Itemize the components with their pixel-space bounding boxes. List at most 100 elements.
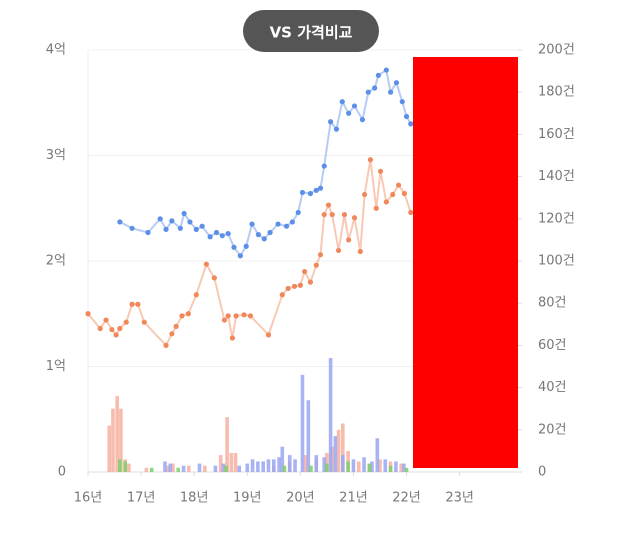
bars xyxy=(107,358,409,472)
x-tick-label: 22년 xyxy=(392,491,421,506)
point xyxy=(145,229,151,236)
bar xyxy=(250,459,255,472)
point xyxy=(247,313,254,319)
y-tick-label: 2억 xyxy=(46,254,66,269)
point xyxy=(237,253,243,259)
point xyxy=(408,121,414,127)
bar xyxy=(107,425,112,472)
bar xyxy=(187,465,191,472)
point xyxy=(173,323,179,330)
point xyxy=(179,313,185,319)
bar xyxy=(111,408,115,472)
bar xyxy=(115,396,119,472)
y2-tick-label: 120건 xyxy=(538,211,575,226)
point xyxy=(113,332,119,338)
point xyxy=(177,225,183,231)
y2-tick-label: 140건 xyxy=(538,169,575,184)
point xyxy=(135,301,141,307)
point xyxy=(351,103,358,109)
bar xyxy=(197,463,202,472)
point xyxy=(403,113,410,120)
bar xyxy=(261,461,265,472)
y2-tick-label: 0 xyxy=(538,465,546,480)
point xyxy=(185,311,191,317)
bar xyxy=(165,465,170,472)
point xyxy=(157,216,163,222)
y-tick-label: 0 xyxy=(58,465,66,480)
bar xyxy=(163,461,167,472)
y2-tick-label: 200건 xyxy=(538,43,575,58)
bar xyxy=(221,463,226,472)
bar xyxy=(233,453,238,472)
bar xyxy=(123,461,127,472)
point xyxy=(289,219,295,225)
point xyxy=(117,219,123,225)
point xyxy=(163,342,169,348)
point xyxy=(279,292,285,298)
bar xyxy=(388,465,393,472)
point xyxy=(255,232,262,238)
lines xyxy=(85,67,414,348)
point xyxy=(393,80,400,86)
x-tick-label: 21년 xyxy=(339,491,368,506)
point xyxy=(117,325,123,332)
bar xyxy=(351,459,356,472)
point xyxy=(265,332,272,338)
point xyxy=(225,230,231,237)
point xyxy=(85,311,91,317)
point xyxy=(299,189,306,196)
point xyxy=(387,89,394,95)
point xyxy=(193,292,199,298)
bar xyxy=(394,461,398,472)
point xyxy=(313,187,319,193)
bar xyxy=(367,463,372,472)
bar xyxy=(306,400,311,472)
point xyxy=(275,221,281,227)
line xyxy=(119,68,412,258)
bar xyxy=(402,463,406,472)
bar xyxy=(356,461,361,472)
x-tick-label: 18년 xyxy=(180,491,209,506)
point xyxy=(333,126,340,132)
point xyxy=(395,182,402,188)
bar xyxy=(144,467,149,472)
bar xyxy=(282,465,287,472)
point xyxy=(365,89,371,95)
point xyxy=(193,226,199,232)
point xyxy=(297,282,303,288)
bar xyxy=(328,358,333,472)
point xyxy=(335,247,342,254)
point xyxy=(346,110,352,116)
bar xyxy=(171,463,175,472)
redaction-block xyxy=(413,57,518,468)
point xyxy=(249,221,255,227)
bar xyxy=(362,457,366,472)
point xyxy=(203,261,209,267)
point xyxy=(307,190,314,197)
bar xyxy=(309,465,313,472)
bar xyxy=(127,463,131,472)
bar xyxy=(225,417,229,472)
point xyxy=(169,218,175,224)
point xyxy=(225,313,231,319)
bar xyxy=(300,374,305,472)
point xyxy=(221,317,228,323)
y2-tick-label: 180건 xyxy=(538,85,575,100)
point xyxy=(231,244,237,250)
bar xyxy=(218,455,223,472)
title-pill xyxy=(243,10,379,52)
point xyxy=(351,215,358,221)
point xyxy=(109,326,115,333)
bar xyxy=(202,465,207,472)
point xyxy=(325,202,332,208)
bar xyxy=(370,461,374,472)
bar xyxy=(176,467,181,472)
point xyxy=(207,234,213,240)
point xyxy=(307,279,314,285)
point xyxy=(285,285,291,292)
bar xyxy=(149,467,154,472)
bar xyxy=(341,455,345,472)
point xyxy=(211,275,217,281)
point xyxy=(361,191,368,198)
